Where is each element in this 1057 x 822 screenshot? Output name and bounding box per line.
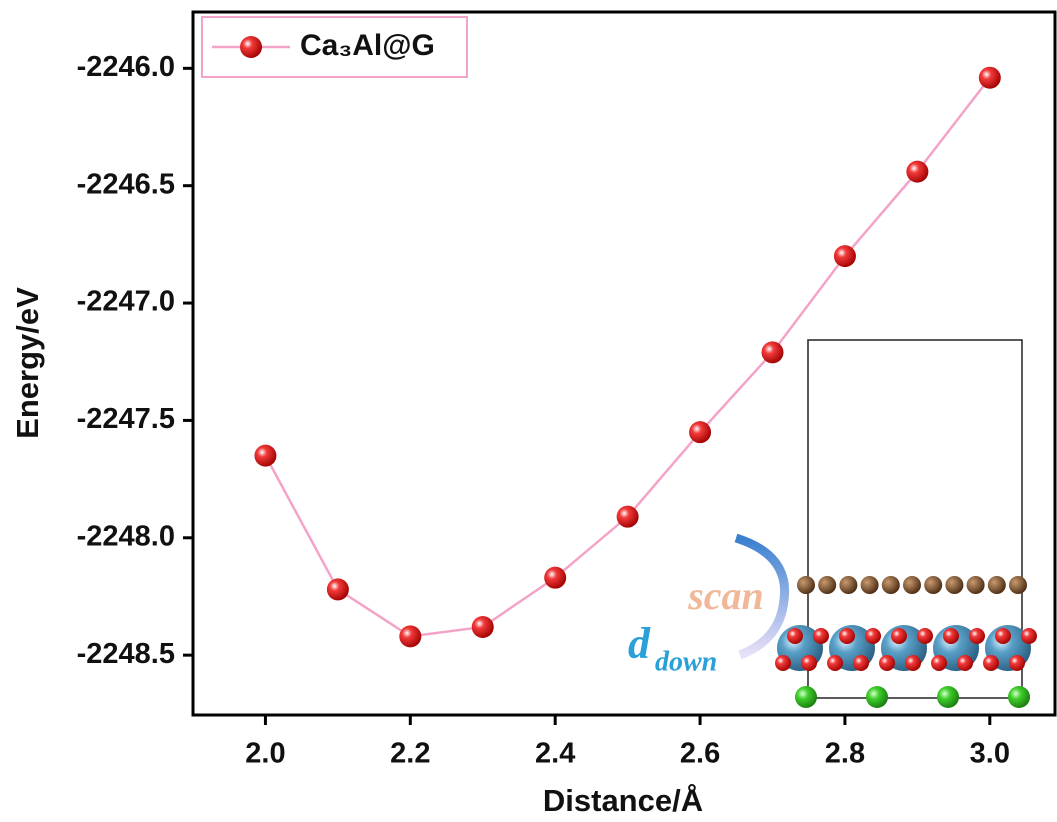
atom xyxy=(917,628,933,644)
x-tick-label: 3.0 xyxy=(970,738,1010,770)
data-point xyxy=(326,578,349,601)
data-point xyxy=(544,566,567,589)
atom xyxy=(1008,686,1030,708)
atom xyxy=(937,686,959,708)
atom xyxy=(879,655,895,671)
atom xyxy=(905,655,921,671)
x-tick-label: 2.4 xyxy=(535,738,575,770)
data-point xyxy=(689,421,712,444)
legend-box xyxy=(201,16,468,78)
atom xyxy=(1009,576,1027,594)
atom xyxy=(945,576,964,594)
annotation: d xyxy=(628,619,651,668)
atom xyxy=(903,576,921,594)
atom xyxy=(801,655,817,671)
series-line xyxy=(264,76,991,638)
y-tick-label: -2247.0 xyxy=(77,286,175,318)
atom xyxy=(860,576,879,594)
atom xyxy=(924,576,943,594)
annotation: down xyxy=(655,646,717,677)
atom xyxy=(931,655,947,671)
y-tick-label: -2248.5 xyxy=(77,638,175,670)
atom xyxy=(839,628,855,644)
atom xyxy=(969,628,985,644)
legend-marker xyxy=(240,36,262,58)
atom xyxy=(943,628,959,644)
atom xyxy=(795,686,817,708)
x-axis-label: Distance/Å xyxy=(543,783,703,818)
y-tick-label: -2248.0 xyxy=(77,520,175,552)
plot-frame xyxy=(191,10,1057,717)
y-axis-label: Energy/eV xyxy=(10,287,45,439)
data-point xyxy=(978,66,1001,89)
atom xyxy=(818,576,837,594)
data-point xyxy=(471,615,494,638)
y-tick-label: -2246.5 xyxy=(77,168,175,200)
x-tick-label: 2.0 xyxy=(245,738,285,770)
atom xyxy=(853,655,869,671)
atom xyxy=(995,628,1011,644)
atom xyxy=(891,628,907,644)
x-tick-label: 2.2 xyxy=(390,738,430,770)
atom xyxy=(987,576,1006,594)
data-point xyxy=(833,245,856,268)
x-tick-label: 2.8 xyxy=(825,738,865,770)
data-point xyxy=(761,341,784,364)
data-point xyxy=(906,160,929,183)
atom xyxy=(1021,628,1037,644)
data-point xyxy=(399,625,422,648)
atom xyxy=(865,628,881,644)
legend-label: Ca₃Al@G xyxy=(300,29,435,62)
atom xyxy=(1009,655,1025,671)
y-tick-label: -2246.0 xyxy=(77,51,175,83)
data-point xyxy=(254,444,277,467)
annotation: scan xyxy=(687,573,764,618)
atom xyxy=(983,655,999,671)
atom xyxy=(966,576,985,594)
atom xyxy=(813,628,829,644)
atom xyxy=(775,655,791,671)
atom xyxy=(827,655,843,671)
atom xyxy=(957,655,973,671)
y-tick-label: -2247.5 xyxy=(77,403,175,435)
atom xyxy=(881,576,900,594)
x-tick-label: 2.6 xyxy=(680,738,720,770)
atom xyxy=(839,576,858,594)
atom xyxy=(787,628,803,644)
data-point xyxy=(616,505,639,528)
atom xyxy=(797,576,815,594)
atom xyxy=(866,686,888,708)
